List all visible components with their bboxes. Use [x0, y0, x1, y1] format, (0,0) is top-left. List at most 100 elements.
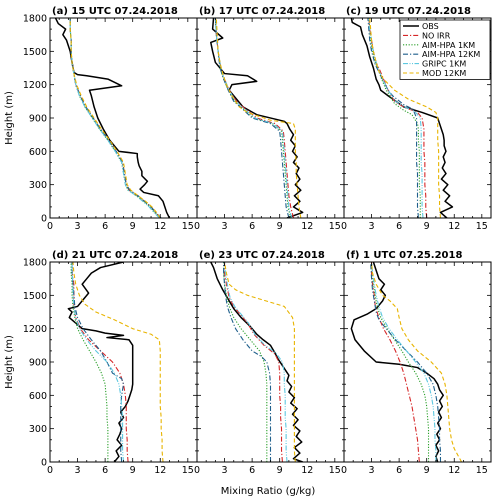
- y-tick-label: 1500: [23, 47, 47, 58]
- series-line-mod-12km: [69, 18, 161, 218]
- series-line-aim-hpa-1km: [69, 18, 161, 218]
- panel-frame: [196, 261, 345, 463]
- y-tick-label: 0: [41, 458, 47, 469]
- series-line-obs: [350, 262, 444, 462]
- series-line-gripc-1km: [214, 18, 293, 218]
- series-line-obs: [54, 18, 171, 218]
- x-tick-label: 3: [369, 221, 375, 232]
- x-tick-label: 12: [301, 465, 313, 476]
- x-tick-label: 12: [154, 465, 166, 476]
- legend-entry: AIM-HPA 12KM: [422, 50, 480, 59]
- x-tick-label: 6: [396, 465, 402, 476]
- y-tick-label: 1200: [23, 80, 47, 91]
- x-tick-label: 15: [329, 465, 341, 476]
- series-line-no-irr: [224, 262, 283, 462]
- panel-title: (c) 19 UTC 07.24.2018: [346, 6, 471, 17]
- x-tick-label: 15: [476, 221, 488, 232]
- y-axis-label-top: Height (m): [4, 91, 15, 145]
- x-tick-label: 6: [102, 465, 108, 476]
- x-tick-label: 9: [277, 221, 283, 232]
- x-tick-label: 3: [75, 465, 81, 476]
- x-tick-label: 9: [424, 465, 430, 476]
- series-group: [210, 18, 304, 218]
- panel-title: (d) 21 UTC 07.24.2018: [52, 250, 178, 261]
- legend-entry: OBS: [422, 22, 439, 31]
- y-tick-label: 300: [29, 180, 47, 191]
- series-line-aim-hpa-12km: [214, 18, 290, 218]
- legend-entry: MOD 12KM: [422, 69, 466, 78]
- x-tick-label: 12: [301, 221, 313, 232]
- panel-6: (f) 1 UTC 07.25.2018 0 3 6 9 12 15: [341, 250, 492, 476]
- x-tick-label: 3: [222, 221, 228, 232]
- x-tick-label: 3: [75, 221, 81, 232]
- panel-3: (c) 19 UTC 07.24.2018 0 3 6 9 12 15: [341, 6, 492, 232]
- series-line-aim-hpa-1km: [214, 18, 292, 218]
- series-line-gripc-1km: [69, 18, 160, 218]
- x-tick-label: 6: [102, 221, 108, 232]
- panel-title: (a) 15 UTC 07.24.2018: [52, 6, 178, 17]
- panel-frame: [49, 17, 198, 219]
- series-line-aim-hpa-12km: [370, 262, 442, 462]
- x-tick-label: 12: [448, 465, 460, 476]
- series-line-aim-hpa-1km: [70, 262, 109, 462]
- x-tick-label: 0: [47, 465, 53, 476]
- x-tick-label: 9: [277, 465, 283, 476]
- panel-2: (b) 17 UTC 07.24.2018 0 3 6 9 12 15: [194, 6, 345, 232]
- x-tick-label: 0: [341, 465, 347, 476]
- x-tick-label: 12: [448, 221, 460, 232]
- series-line-obs: [210, 18, 304, 218]
- series-line-no-irr: [371, 262, 420, 462]
- panel-title: (b) 17 UTC 07.24.2018: [199, 6, 325, 17]
- series-line-gripc-1km: [224, 262, 288, 462]
- y-tick-label: 600: [29, 147, 47, 158]
- series-line-aim-hpa-12km: [71, 262, 125, 462]
- x-tick-label: 0: [341, 221, 347, 232]
- series-group: [350, 18, 454, 218]
- x-tick-label: 9: [424, 221, 430, 232]
- series-line-aim-hpa-1km: [223, 262, 268, 462]
- legend-entry: NO IRR: [422, 31, 451, 40]
- series-line-gripc-1km: [371, 262, 437, 462]
- panel-5: (e) 23 UTC 07.24.2018 0 3 6 9 12 15: [194, 250, 345, 476]
- legend-entry: AIM-HPA 1KM: [422, 41, 475, 50]
- x-tick-label: 6: [249, 465, 255, 476]
- y-tick-label: 1800: [23, 258, 47, 269]
- x-tick-label: 9: [130, 221, 136, 232]
- y-tick-label: 1800: [23, 14, 47, 25]
- series-line-mod-12km: [215, 18, 302, 218]
- y-axis-label-bottom: Height (m): [4, 335, 15, 389]
- series-line-obs: [210, 262, 303, 462]
- panel-title: (f) 1 UTC 07.25.2018: [346, 250, 462, 261]
- series-group: [67, 262, 164, 462]
- x-tick-label: 0: [194, 221, 200, 232]
- series-line-aim-hpa-12km: [69, 18, 162, 218]
- x-axis-label: Mixing Ratio (g/kg): [221, 486, 316, 497]
- x-tick-label: 15: [329, 221, 341, 232]
- x-tick-label: 6: [249, 221, 255, 232]
- series-group: [54, 18, 171, 218]
- y-tick-label: 1500: [23, 291, 47, 302]
- x-tick-label: 9: [130, 465, 136, 476]
- x-tick-label: 15: [182, 221, 194, 232]
- y-tick-label: 900: [29, 358, 47, 369]
- legend-box: [399, 19, 491, 80]
- series-group: [350, 262, 463, 462]
- series-line-no-irr: [69, 18, 161, 218]
- x-tick-label: 0: [194, 465, 200, 476]
- series-line-aim-hpa-12km: [223, 262, 272, 462]
- legend-entry: GRIPC 1KM: [422, 60, 466, 69]
- x-tick-label: 6: [396, 221, 402, 232]
- series-line-aim-hpa-1km: [368, 18, 421, 218]
- series-line-no-irr: [71, 262, 129, 462]
- x-tick-label: 3: [222, 465, 228, 476]
- series-line-mod-12km: [369, 18, 442, 218]
- series-line-aim-hpa-1km: [371, 262, 430, 462]
- series-line-obs: [350, 18, 454, 218]
- y-tick-label: 0: [41, 214, 47, 225]
- series-line-gripc-1km: [71, 262, 125, 462]
- y-tick-label: 900: [29, 114, 47, 125]
